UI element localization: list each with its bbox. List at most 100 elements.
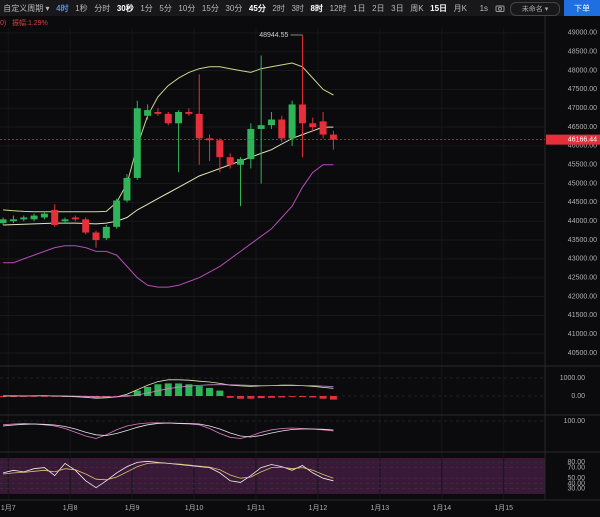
candle-body xyxy=(30,215,38,220)
histogram-bar xyxy=(247,396,255,399)
interval-list: 4时 1秒 分时 30秒 1分 5分 10分 15分 30分 45分 2时 3时 8时 12时 1日 2日 3日… xyxy=(53,3,470,14)
y-tick-label: 42500.00 xyxy=(568,275,597,282)
histogram-bar xyxy=(298,396,306,398)
y-tick-label: 47000.00 xyxy=(568,105,597,112)
x-tick-label: 1月8 xyxy=(63,504,78,512)
period-menu[interactable]: 自定义周期 ▾ xyxy=(3,3,50,13)
interval[interactable]: 月K xyxy=(453,3,467,13)
histogram-bar xyxy=(329,396,337,400)
candle-body xyxy=(237,159,245,165)
histogram-bar xyxy=(309,396,317,398)
indicator-line xyxy=(3,462,334,481)
candle-body xyxy=(257,125,265,129)
x-tick-label: 1月15 xyxy=(494,504,513,512)
histogram-bar xyxy=(257,396,265,399)
interval[interactable]: 45分 xyxy=(248,3,266,13)
candle-body xyxy=(278,119,286,139)
interval[interactable]: 15日 xyxy=(430,3,448,13)
candle-body xyxy=(0,219,7,224)
interval[interactable]: 15分 xyxy=(201,3,219,13)
candle-body xyxy=(195,113,203,139)
toolbar: 自定义周期 ▾ 4时 1秒 分时 30秒 1分 5分 10分 15分 30分 45分 2时 3时 8时 1… xyxy=(0,0,600,16)
y-tick-label: 40500.00 xyxy=(568,350,597,357)
candle-body xyxy=(71,217,79,220)
interval[interactable]: 1日 xyxy=(353,3,366,13)
candle-body xyxy=(288,104,296,139)
y-tick-label: 30.00 xyxy=(567,486,585,493)
candle-body xyxy=(92,232,100,241)
x-tick-label: 1月9 xyxy=(125,504,140,512)
candle-body xyxy=(216,140,224,158)
max-label: 48944.55 xyxy=(259,32,288,39)
candle-body xyxy=(61,219,69,222)
interval[interactable]: 1分 xyxy=(140,3,153,13)
interval[interactable]: 8时 xyxy=(310,3,323,13)
x-tick-label: 1月13 xyxy=(371,504,390,512)
order-button[interactable]: 下单 xyxy=(564,0,600,16)
layout-selector[interactable]: 未命名 ▾ xyxy=(510,2,560,16)
indicator-line xyxy=(3,384,334,398)
interval[interactable]: 2日 xyxy=(372,3,385,13)
y-tick-label: 44000.00 xyxy=(568,218,597,225)
interval[interactable]: 30秒 xyxy=(116,3,134,13)
histogram-bar xyxy=(82,396,90,398)
candle-body xyxy=(82,219,90,233)
interval[interactable]: 周K xyxy=(410,3,424,13)
y-tick-label: 0.00 xyxy=(571,393,585,400)
interval[interactable]: 1秒 xyxy=(75,3,88,13)
chart: 0) 振幅:1.29% 1月7 1月8 1月9 1月10 1月11 1月12 1月13 1月1… xyxy=(0,16,600,512)
interval[interactable]: 分时 xyxy=(94,3,111,13)
y-tick-label: 43000.00 xyxy=(568,256,597,263)
y-tick-label: 41500.00 xyxy=(568,312,597,319)
candle-body xyxy=(113,200,121,227)
last-price-label: 46166.44 xyxy=(568,136,597,143)
interval[interactable]: 10分 xyxy=(178,3,196,13)
interval[interactable]: 12时 xyxy=(329,3,347,13)
interval[interactable]: 30分 xyxy=(225,3,243,13)
resolution[interactable]: 1s xyxy=(479,3,489,13)
candle-body xyxy=(154,111,162,114)
histogram-bar xyxy=(278,396,286,398)
histogram-bar xyxy=(164,383,172,397)
candle-body xyxy=(267,119,275,126)
histogram-bar xyxy=(123,395,131,397)
histogram-bar xyxy=(319,396,327,399)
candle-body xyxy=(102,226,110,239)
histogram-bar xyxy=(133,390,141,397)
histogram-bar xyxy=(30,396,38,397)
y-tick-label: 46500.00 xyxy=(568,124,597,131)
camera-icon[interactable] xyxy=(495,4,505,12)
candle-body xyxy=(309,123,317,128)
histogram-bar xyxy=(113,396,121,397)
candle-body xyxy=(51,209,59,225)
histogram-bar xyxy=(40,396,48,397)
layout-name: 未命名 xyxy=(521,6,543,13)
candle-body xyxy=(175,111,183,124)
y-tick-label: 50.00 xyxy=(567,475,585,482)
x-tick-label: 1月12 xyxy=(309,504,328,512)
candle-body xyxy=(185,111,193,114)
interval[interactable]: 3时 xyxy=(291,3,304,13)
y-tick-label: 45000.00 xyxy=(568,180,597,187)
interval[interactable]: 3日 xyxy=(391,3,404,13)
interval[interactable]: 2时 xyxy=(272,3,285,13)
y-tick-label: 48500.00 xyxy=(568,49,597,56)
candle-body xyxy=(9,219,17,222)
interval[interactable]: 4时 xyxy=(56,3,69,13)
candle-body xyxy=(144,110,152,116)
histogram-bar xyxy=(144,387,152,397)
y-tick-label: 42000.00 xyxy=(568,293,597,300)
candle-body xyxy=(298,104,306,124)
y-tick-label: 44500.00 xyxy=(568,199,597,206)
x-tick-label: 1月14 xyxy=(432,504,451,512)
y-tick-label: 41000.00 xyxy=(568,331,597,338)
y-tick-label: 40.00 xyxy=(567,480,585,487)
interval[interactable]: 5分 xyxy=(159,3,172,13)
candle-body xyxy=(40,213,48,218)
x-tick-label: 1月7 xyxy=(1,504,16,512)
y-tick-label: 46000.00 xyxy=(568,143,597,150)
rsi-band xyxy=(0,458,545,494)
histogram-bar xyxy=(216,390,224,397)
histogram-bar xyxy=(185,384,193,397)
